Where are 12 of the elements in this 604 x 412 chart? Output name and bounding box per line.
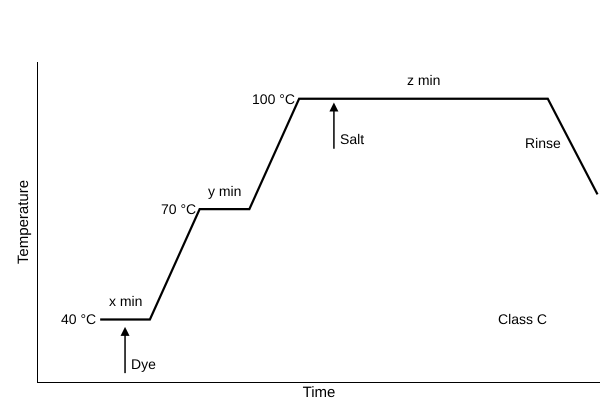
y-axis-title: Temperature xyxy=(15,180,32,264)
data-label: 100 °C xyxy=(252,91,295,107)
annotation: Rinse xyxy=(525,135,562,151)
x-axis-title: Time xyxy=(302,384,336,402)
data-label: 40 °C xyxy=(61,311,96,327)
annotation: x min xyxy=(109,293,142,309)
annotation: y min xyxy=(208,183,242,199)
annotation: z min xyxy=(407,72,440,88)
annotation: Salt xyxy=(340,131,364,147)
annotation: Dye xyxy=(131,356,156,372)
data-label: 70 °C xyxy=(161,201,196,217)
annotation: Class C xyxy=(498,311,548,327)
